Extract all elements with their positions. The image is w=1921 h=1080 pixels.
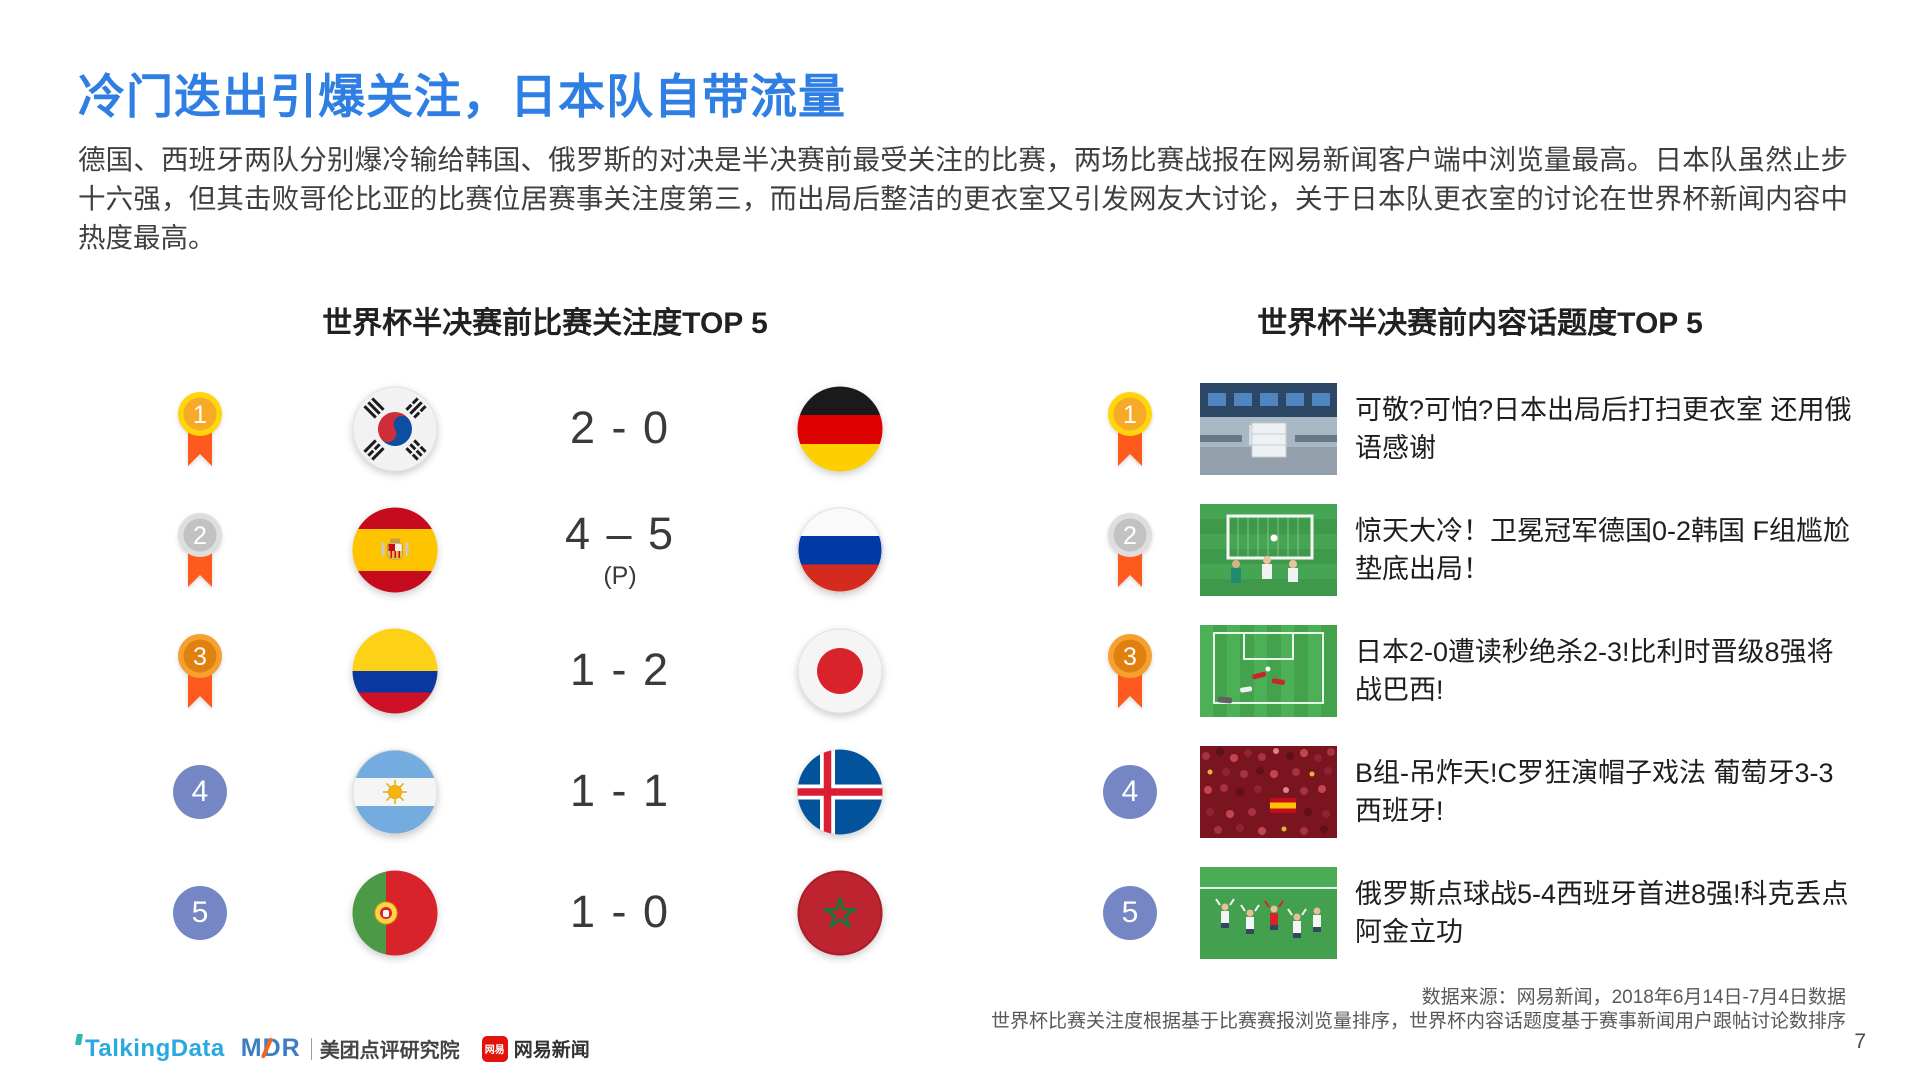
list-item: 3 bbox=[1060, 610, 1920, 731]
news-headline: B组-吊炸天!C罗狂演帽子戏法 葡萄牙3-3西班牙! bbox=[1355, 757, 1834, 826]
rank-circle: 5 bbox=[173, 885, 227, 940]
svg-text:1: 1 bbox=[1123, 401, 1137, 429]
germany-korea-match-photo bbox=[1200, 503, 1337, 596]
portugal-spain-fans-photo bbox=[1200, 745, 1337, 838]
data-source-note: 数据来源：网易新闻，2018年6月14日-7月4日数据 世界杯比赛关注度根据基于… bbox=[800, 986, 1846, 1034]
flag-colombia-icon bbox=[352, 628, 438, 713]
logo-divider bbox=[310, 1037, 312, 1060]
japan-locker-room-photo bbox=[1200, 382, 1337, 475]
news-headline: 日本2-0遭读秒绝杀2-3!比利时晋级8强将战巴西! bbox=[1355, 636, 1834, 705]
rank-circle: 5 bbox=[1103, 885, 1157, 940]
list-item: 4 bbox=[1060, 731, 1920, 852]
rank-circle: 4 bbox=[173, 764, 227, 819]
netease-news-logo: 网易新闻 bbox=[513, 1040, 590, 1061]
svg-text:2: 2 bbox=[193, 522, 207, 550]
table-row: 1 bbox=[130, 368, 960, 489]
flag-iceland-icon bbox=[797, 749, 883, 834]
content-topic-list: 1 可敬?可怕?日本出局后打扫更衣室 还用俄语感谢 bbox=[1060, 368, 1920, 973]
page-number: 7 bbox=[1854, 1030, 1866, 1053]
source-line-2: 世界杯比赛关注度根据基于比赛赛报浏览量排序，世界杯内容话题度基于赛事新闻用户跟帖… bbox=[990, 1011, 1846, 1032]
bronze-medal-icon: 3 bbox=[1108, 633, 1152, 708]
svg-text:3: 3 bbox=[1123, 643, 1137, 671]
svg-text:1: 1 bbox=[193, 401, 207, 429]
score-text: 1 - 2 bbox=[569, 643, 671, 695]
meituan-dianping-institute-logo: 美团点评研究院 bbox=[319, 1040, 460, 1062]
score-text: 1 - 0 bbox=[569, 885, 671, 937]
flag-spain-icon bbox=[352, 507, 438, 592]
flag-argentina-icon bbox=[352, 749, 438, 834]
list-item: 5 bbox=[1060, 852, 1920, 973]
score-text: 4 – 5 bbox=[564, 508, 676, 559]
svg-text:3: 3 bbox=[193, 643, 207, 671]
score-text: 1 - 1 bbox=[569, 764, 671, 816]
gold-medal-icon: 1 bbox=[1108, 391, 1152, 466]
bronze-medal-icon: 3 bbox=[178, 633, 222, 708]
table-row: 5 1 - 0 bbox=[130, 852, 960, 973]
logo-bar: TalkingData MDR 美团点评研究院 网易 网易新闻 bbox=[75, 1034, 590, 1063]
flag-portugal-icon bbox=[352, 870, 438, 955]
page-title: 冷门迭出引爆关注，日本队自带流量 bbox=[78, 70, 846, 123]
flag-germany-icon bbox=[797, 386, 883, 471]
table-row: 2 4 – 5 bbox=[130, 489, 960, 610]
rank-circle: 4 bbox=[1103, 764, 1157, 819]
netease-badge-icon: 网易 bbox=[481, 1035, 508, 1062]
flag-south-korea-icon bbox=[352, 386, 438, 471]
flag-morocco-icon bbox=[797, 870, 883, 955]
svg-text:2: 2 bbox=[1123, 522, 1137, 550]
list-item: 1 可敬?可怕?日本出局后打扫更衣室 还用俄语感谢 bbox=[1060, 368, 1920, 489]
silver-medal-icon: 2 bbox=[1108, 512, 1152, 587]
left-section-heading: 世界杯半决赛前比赛关注度TOP 5 bbox=[322, 307, 768, 340]
gold-medal-icon: 1 bbox=[178, 391, 222, 466]
table-row: 3 1 - 2 bbox=[130, 610, 960, 731]
match-attention-table: 1 bbox=[130, 368, 960, 973]
table-row: 4 1 - 1 bbox=[130, 731, 960, 852]
right-section-heading: 世界杯半决赛前内容话题度TOP 5 bbox=[1257, 307, 1703, 340]
news-headline: 俄罗斯点球战5-4西班牙首进8强!科克丢点阿金立功 bbox=[1355, 878, 1849, 947]
score-note-penalties: (P) bbox=[603, 562, 637, 590]
flag-russia-icon bbox=[797, 507, 883, 592]
summary-paragraph: 德国、西班牙两队分别爆冷输给韩国、俄罗斯的对决是半决赛前最受关注的比赛，两场比赛… bbox=[78, 144, 1848, 253]
japan-belgium-match-photo bbox=[1200, 624, 1337, 717]
list-item: 2 惊天大冷！卫 bbox=[1060, 489, 1920, 610]
silver-medal-icon: 2 bbox=[178, 512, 222, 587]
russia-spain-celebration-photo bbox=[1200, 866, 1337, 959]
mdr-logo: MDR bbox=[240, 1034, 301, 1062]
talkingdata-tick-icon bbox=[75, 1034, 83, 1045]
news-headline: 惊天大冷！卫冕冠军德国0-2韩国 F组尴尬垫底出局！ bbox=[1355, 515, 1851, 584]
news-headline: 可敬?可怕?日本出局后打扫更衣室 还用俄语感谢 bbox=[1355, 394, 1852, 463]
flag-japan-icon bbox=[797, 628, 883, 713]
talkingdata-logo: TalkingData bbox=[85, 1034, 225, 1062]
source-line-1: 数据来源：网易新闻，2018年6月14日-7月4日数据 bbox=[1421, 987, 1846, 1008]
score-text: 2 - 0 bbox=[569, 401, 671, 453]
